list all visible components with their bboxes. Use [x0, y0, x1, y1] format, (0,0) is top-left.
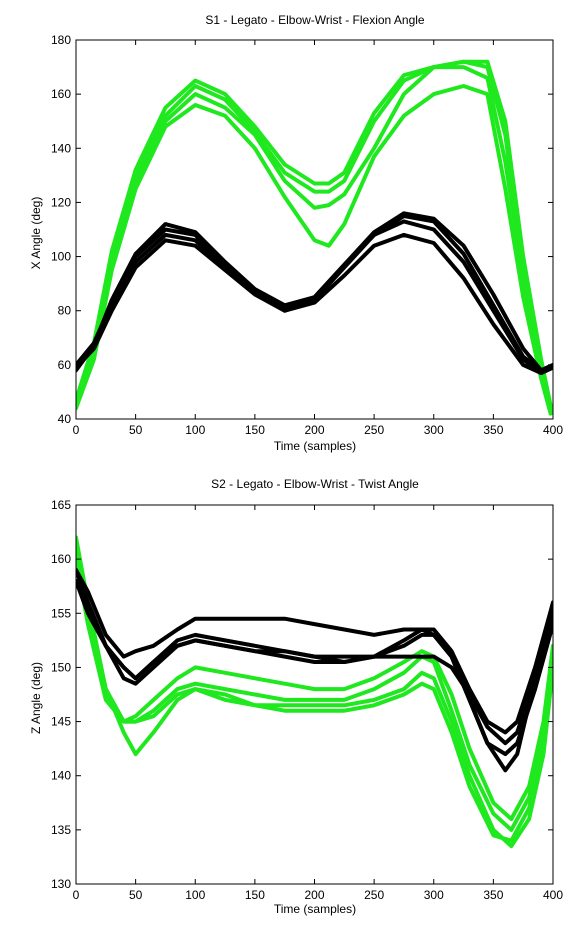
x-tick-label: 250: [364, 888, 384, 902]
y-tick-label: 150: [51, 660, 71, 674]
series-line-black-5: [76, 568, 553, 746]
series-line-green-2: [76, 59, 553, 411]
chart-title: S2 - Legato - Elbow-Wrist - Twist Angle: [211, 477, 419, 491]
x-tick-label: 300: [424, 423, 444, 437]
y-tick-label: 40: [58, 412, 72, 426]
y-tick-label: 165: [51, 498, 71, 512]
series-line-green-4: [76, 546, 553, 843]
x-tick-label: 100: [185, 888, 205, 902]
series-line-green-1: [76, 84, 553, 416]
chart-title: S1 - Legato - Elbow-Wrist - Flexion Angl…: [205, 13, 425, 27]
y-tick-label: 135: [51, 823, 71, 837]
y-axis-label: X Angle (deg): [29, 197, 43, 270]
x-tick-label: 250: [364, 423, 384, 437]
x-tick-label: 150: [245, 888, 265, 902]
series-group: [76, 535, 553, 849]
series-line-black-8: [76, 578, 553, 735]
y-tick-label: 155: [51, 606, 71, 620]
x-tick-label: 0: [73, 423, 80, 437]
y-tick-label: 160: [51, 552, 71, 566]
x-tick-label: 200: [304, 888, 324, 902]
y-tick-label: 180: [51, 33, 71, 47]
series-line-black-7: [76, 568, 553, 773]
x-tick-label: 200: [304, 423, 324, 437]
x-tick-label: 50: [129, 423, 143, 437]
x-tick-label: 350: [483, 888, 503, 902]
series-group: [76, 59, 553, 416]
x-axis-label: Time (samples): [274, 439, 356, 453]
x-tick-label: 350: [483, 423, 503, 437]
y-tick-label: 145: [51, 715, 71, 729]
x-tick-label: 50: [129, 888, 143, 902]
y-tick-label: 60: [58, 358, 72, 372]
series-line-black-8: [76, 211, 553, 373]
x-tick-label: 400: [543, 423, 563, 437]
series-line-green-3: [76, 65, 553, 413]
series-line-green-3: [76, 557, 553, 821]
y-tick-label: 130: [51, 877, 71, 891]
x-tick-label: 0: [73, 888, 80, 902]
y-tick-label: 140: [51, 769, 71, 783]
x-axis-label: Time (samples): [274, 902, 356, 916]
series-line-green-4: [76, 59, 553, 408]
series-line-green-1: [76, 535, 553, 849]
x-tick-label: 400: [543, 888, 563, 902]
x-tick-label: 150: [245, 423, 265, 437]
y-axis-label: Z Angle (deg): [29, 662, 43, 734]
series-line-black-5: [76, 232, 553, 375]
y-tick-label: 120: [51, 195, 71, 209]
chart-panel-flexion: S1 - Legato - Elbow-Wrist - Flexion Angl…: [29, 13, 563, 453]
y-tick-label: 100: [51, 250, 71, 264]
y-tick-label: 80: [58, 304, 72, 318]
chart-panel-twist: S2 - Legato - Elbow-Wrist - Twist Angle …: [29, 477, 563, 916]
x-tick-label: 300: [424, 888, 444, 902]
y-tick-label: 140: [51, 141, 71, 155]
y-tick-label: 160: [51, 87, 71, 101]
x-tick-label: 100: [185, 423, 205, 437]
